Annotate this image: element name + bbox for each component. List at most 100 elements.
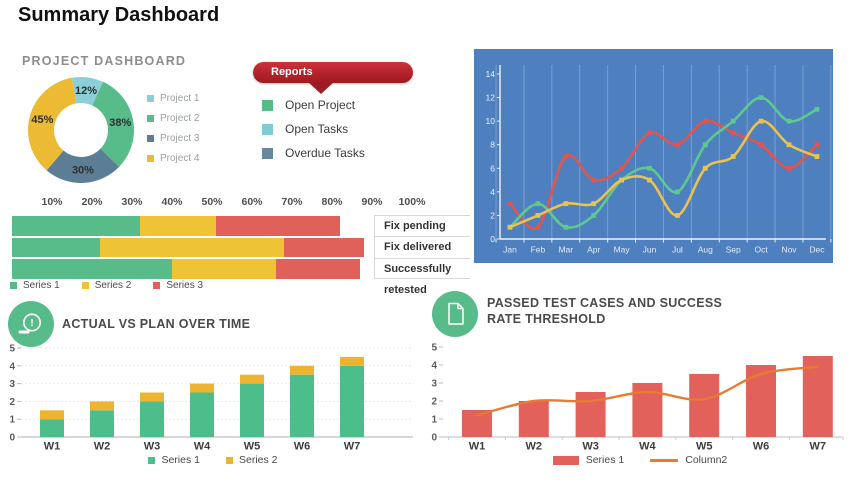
timer-icon: ! bbox=[8, 301, 54, 347]
actual-vs-plan-title: ACTUAL VS PLAN OVER TIME bbox=[62, 317, 251, 331]
legend-item: Column2 bbox=[650, 454, 727, 466]
legend-swatch bbox=[226, 456, 233, 464]
y-tick-label: 14 bbox=[486, 69, 496, 79]
x-tick-label: Oct bbox=[754, 245, 768, 255]
y-tick-label: 5 bbox=[9, 344, 15, 355]
legend-swatch bbox=[262, 123, 273, 135]
page-title: Summary Dashboard bbox=[18, 4, 220, 26]
reports-ribbon[interactable]: Reports bbox=[253, 62, 413, 94]
bar-segment bbox=[190, 383, 214, 393]
y-tick-label: 0 bbox=[431, 433, 437, 444]
x-axis-label: 10% bbox=[41, 196, 63, 208]
legend-item: Open Tasks bbox=[262, 122, 365, 136]
line-marker bbox=[730, 118, 736, 124]
line-marker bbox=[647, 165, 652, 171]
legend-label: Overdue Tasks bbox=[285, 146, 365, 160]
x-axis-label: 40% bbox=[161, 196, 183, 208]
bar-segment bbox=[340, 356, 364, 366]
bar bbox=[462, 410, 492, 437]
legend-label: Project 4 bbox=[160, 153, 200, 164]
line-marker bbox=[619, 165, 624, 171]
legend-item: Series 3 bbox=[153, 280, 203, 291]
legend-swatch bbox=[147, 135, 154, 142]
legend-item: Project 1 bbox=[147, 93, 199, 104]
bar-segment bbox=[40, 410, 64, 420]
line-marker bbox=[786, 142, 792, 148]
legend-swatch bbox=[262, 147, 273, 159]
y-tick-label: 2 bbox=[431, 397, 437, 408]
y-tick-label: 1 bbox=[9, 415, 15, 426]
line-marker bbox=[702, 118, 708, 124]
legend-label: Project 1 bbox=[160, 93, 200, 104]
x-tick-label: W7 bbox=[810, 441, 827, 453]
legend-label: Column2 bbox=[685, 454, 728, 466]
y-tick-label: 3 bbox=[431, 379, 437, 390]
line-marker bbox=[507, 201, 513, 207]
passed-tests-legend: Series 1 Column2 bbox=[425, 454, 855, 466]
legend-swatch bbox=[262, 99, 273, 111]
donut-segment bbox=[27, 77, 77, 171]
line-marker bbox=[730, 154, 736, 159]
legend-swatch bbox=[650, 458, 679, 462]
legend-label: Open Tasks bbox=[285, 122, 349, 136]
y-tick-label: 8 bbox=[490, 140, 495, 150]
project-dashboard-heading: PROJECT DASHBOARD bbox=[22, 54, 187, 68]
x-tick-label: W5 bbox=[244, 441, 261, 453]
y-tick-label: 4 bbox=[431, 361, 437, 372]
x-tick-label: W1 bbox=[469, 441, 486, 453]
bar-segment bbox=[172, 259, 276, 279]
bar-segment bbox=[290, 365, 314, 375]
bar-segment bbox=[12, 237, 100, 257]
line-marker bbox=[507, 224, 513, 230]
bar-segment bbox=[290, 374, 314, 437]
x-axis-label: 20% bbox=[81, 196, 103, 208]
line-marker bbox=[758, 95, 764, 100]
donut-value-label: 38% bbox=[109, 117, 131, 129]
category-label: Successfully retested bbox=[374, 257, 470, 296]
legend-label: Series 2 bbox=[239, 454, 278, 466]
bar-segment bbox=[240, 374, 264, 384]
bar-segment bbox=[90, 410, 114, 437]
passed-tests-title: PASSED TEST CASES AND SUCCESS RATE THRES… bbox=[487, 296, 723, 327]
line-marker bbox=[702, 142, 708, 148]
y-tick-label: 3 bbox=[9, 379, 15, 390]
actual-vs-plan-chart: 0 1 2 3 4 5 W1 W2 W3 W4 W5 W6 W7 bbox=[3, 342, 423, 459]
bar bbox=[802, 356, 833, 437]
fix-status-chart: 10% 20% 30% 40% 50% 60% 70% 80% 90% 100% Fix pendi… bbox=[10, 196, 472, 296]
bar-segment bbox=[12, 259, 172, 279]
donut-segment bbox=[71, 77, 104, 106]
bar-segment bbox=[284, 237, 364, 257]
legend-label: Project 3 bbox=[160, 133, 200, 144]
line-marker bbox=[647, 130, 652, 136]
bar bbox=[746, 365, 776, 437]
legend-swatch bbox=[153, 282, 161, 289]
bar-segment bbox=[276, 259, 360, 279]
fix-status-legend: Series 1 Series 2 Series 3 bbox=[10, 280, 225, 291]
passed-tests-chart: 0 1 2 3 4 5 W1 W2 W3 W4 W5 W6 W7 bbox=[425, 342, 855, 459]
legend-swatch bbox=[148, 456, 156, 464]
x-axis-label: 60% bbox=[241, 196, 263, 208]
legend-item: Series 2 bbox=[81, 280, 131, 291]
threshold-line bbox=[475, 365, 819, 417]
legend-label: Series 1 bbox=[585, 454, 625, 466]
line-marker bbox=[758, 142, 764, 148]
legend-label: Series 1 bbox=[161, 454, 200, 466]
legend-label: Series 3 bbox=[166, 280, 204, 291]
bar-segment bbox=[340, 365, 364, 437]
bar-segment bbox=[140, 216, 216, 236]
x-tick-label: W7 bbox=[344, 441, 361, 453]
bar-segment bbox=[100, 237, 284, 257]
y-tick-label: 4 bbox=[490, 187, 495, 197]
line-marker bbox=[702, 165, 708, 171]
donut-value-label: 45% bbox=[31, 114, 53, 126]
x-tick-label: W6 bbox=[294, 441, 311, 453]
x-tick-label: W2 bbox=[526, 441, 543, 453]
x-tick-label: Jul bbox=[672, 245, 683, 255]
x-axis-label: 70% bbox=[281, 196, 303, 208]
legend-item: Overdue Tasks bbox=[262, 146, 365, 160]
x-tick-label: W5 bbox=[696, 441, 713, 453]
x-tick-label: W4 bbox=[194, 441, 211, 453]
x-axis-label: 90% bbox=[361, 196, 383, 208]
x-tick-label: Dec bbox=[809, 245, 825, 255]
legend-swatch bbox=[81, 282, 89, 289]
